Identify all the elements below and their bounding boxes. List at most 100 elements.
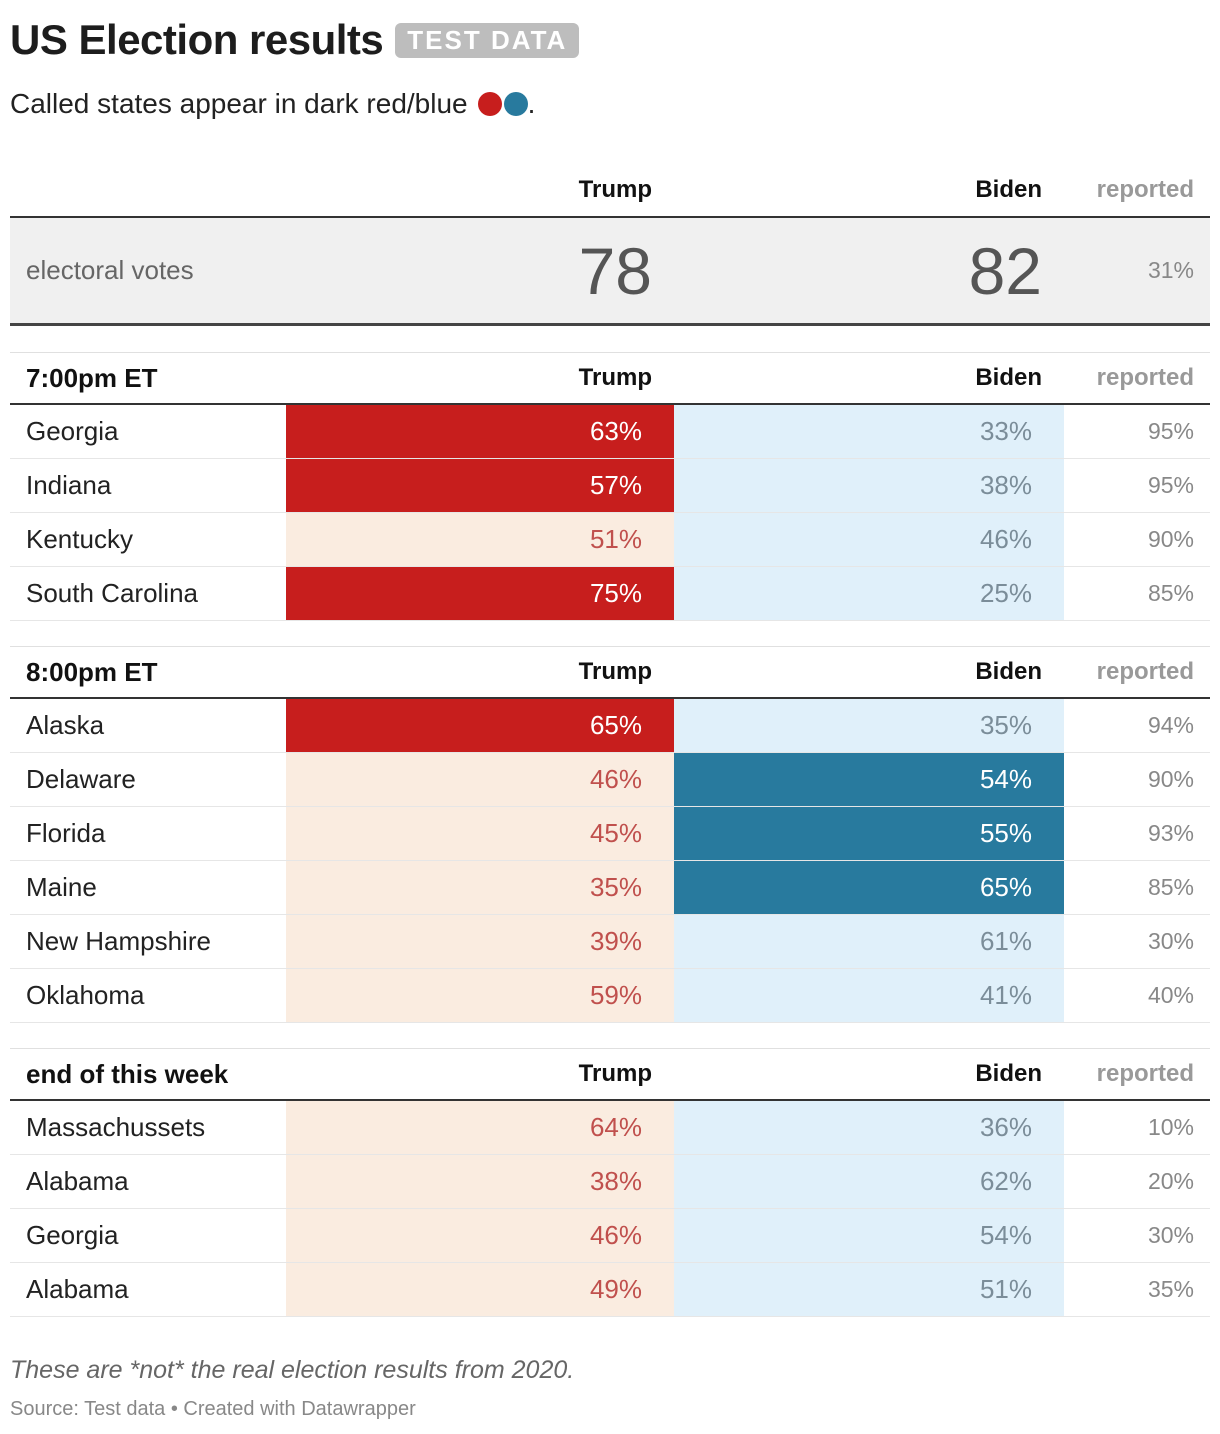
- table-row: Maine 35% 65% 85%: [10, 861, 1210, 915]
- reported-cell: 40%: [1147, 982, 1194, 1008]
- biden-share-cell: 46%: [674, 513, 1064, 566]
- group-label: 7:00pm ET: [26, 362, 158, 393]
- table-row: Massachussets 64% 36% 10%: [10, 1101, 1210, 1155]
- blue-dot-icon: [503, 92, 528, 116]
- col-header-biden: Biden: [975, 658, 1042, 685]
- state-name: Massachussets: [26, 1112, 206, 1142]
- trump-share-cell: 51%: [286, 513, 674, 566]
- state-name: Indiana: [26, 470, 112, 500]
- state-name: Georgia: [26, 416, 119, 446]
- group-label: end of this week: [26, 1058, 229, 1089]
- biden-share-cell: 36%: [674, 1101, 1064, 1154]
- reported-cell: 20%: [1147, 1168, 1194, 1194]
- electoral-trump: 78: [578, 233, 652, 308]
- biden-share-cell: 54%: [674, 753, 1064, 806]
- table-row: Kentucky 51% 46% 90%: [10, 513, 1210, 567]
- reported-cell: 30%: [1147, 1222, 1194, 1248]
- group-label: 8:00pm ET: [26, 656, 158, 687]
- electoral-votes-table: Trump Biden reported electoral votes 78 …: [10, 164, 1210, 326]
- group-header-row: 8:00pm ET Trump Biden reported: [10, 647, 1210, 699]
- test-data-badge: TEST DATA: [395, 22, 580, 58]
- trump-share-cell: 75%: [286, 567, 674, 620]
- trump-share-cell: 46%: [286, 753, 674, 806]
- col-header-biden: Biden: [975, 176, 1042, 203]
- results-group-table: 8:00pm ET Trump Biden reported Alaska 65% 35% 9…: [10, 646, 1210, 1023]
- biden-share-cell: 35%: [674, 699, 1064, 752]
- col-header-reported: reported: [1096, 658, 1194, 685]
- table-row: Georgia 63% 33% 95%: [10, 405, 1210, 459]
- trump-share-cell: 38%: [286, 1155, 674, 1208]
- col-header-trump: Trump: [578, 364, 652, 391]
- trump-share-cell: 63%: [286, 405, 674, 458]
- reported-cell: 94%: [1147, 712, 1194, 738]
- table-row: Delaware 46% 54% 90%: [10, 753, 1210, 807]
- reported-cell: 90%: [1147, 526, 1194, 552]
- col-header-trump: Trump: [578, 176, 652, 203]
- col-header-biden: Biden: [975, 1060, 1042, 1087]
- trump-share-cell: 35%: [286, 861, 674, 914]
- biden-share-cell: 61%: [674, 915, 1064, 968]
- col-header-trump: Trump: [578, 658, 652, 685]
- table-row: Alabama 49% 51% 35%: [10, 1263, 1210, 1317]
- electoral-reported: 31%: [1147, 257, 1194, 283]
- biden-share-cell: 38%: [674, 459, 1064, 512]
- table-row: Indiana 57% 38% 95%: [10, 459, 1210, 513]
- chart-title: US Election results: [10, 16, 384, 63]
- trump-share-cell: 65%: [286, 699, 674, 752]
- trump-share-cell: 64%: [286, 1101, 674, 1154]
- reported-cell: 90%: [1147, 766, 1194, 792]
- chart-subtitle: Called states appear in dark red/blue .: [10, 88, 535, 120]
- reported-cell: 10%: [1147, 1114, 1194, 1140]
- chart-title-block: US Election results TEST DATA: [10, 14, 580, 66]
- state-name: Alaska: [26, 710, 105, 740]
- state-name: Kentucky: [26, 524, 133, 554]
- trump-share-cell: 49%: [286, 1263, 674, 1316]
- state-name: Maine: [26, 872, 97, 902]
- red-dot-icon: [477, 92, 502, 116]
- biden-share-cell: 33%: [674, 405, 1064, 458]
- col-header-reported: reported: [1096, 364, 1194, 391]
- state-name: Delaware: [26, 764, 136, 794]
- biden-share-cell: 62%: [674, 1155, 1064, 1208]
- state-name: Oklahoma: [26, 980, 145, 1010]
- biden-share-cell: 41%: [674, 969, 1064, 1022]
- reported-cell: 85%: [1147, 580, 1194, 606]
- col-header-biden: Biden: [975, 364, 1042, 391]
- trump-share-cell: 57%: [286, 459, 674, 512]
- trump-share-cell: 46%: [286, 1209, 674, 1262]
- biden-share-cell: 51%: [674, 1263, 1064, 1316]
- electoral-label: electoral votes: [26, 255, 194, 285]
- subtitle-text: Called states appear in dark red/blue: [10, 88, 468, 119]
- state-name: New Hampshire: [26, 926, 211, 956]
- results-group-table: 7:00pm ET Trump Biden reported Georgia 63% 33%…: [10, 352, 1210, 621]
- electoral-biden: 82: [968, 233, 1042, 308]
- electoral-header-row: Trump Biden reported: [10, 164, 1210, 218]
- electoral-votes-row: electoral votes 78 82 31%: [10, 218, 1210, 326]
- state-name: Florida: [26, 818, 106, 848]
- biden-share-cell: 54%: [674, 1209, 1064, 1262]
- subtitle-period: .: [527, 88, 536, 119]
- reported-cell: 30%: [1147, 928, 1194, 954]
- chart-notes: These are *not* the real election result…: [10, 1356, 575, 1384]
- state-name: Georgia: [26, 1220, 119, 1250]
- table-row: Florida 45% 55% 93%: [10, 807, 1210, 861]
- reported-cell: 95%: [1147, 472, 1194, 498]
- table-row: Georgia 46% 54% 30%: [10, 1209, 1210, 1263]
- table-row: South Carolina 75% 25% 85%: [10, 567, 1210, 621]
- trump-share-cell: 59%: [286, 969, 674, 1022]
- biden-share-cell: 25%: [674, 567, 1064, 620]
- table-row: Alabama 38% 62% 20%: [10, 1155, 1210, 1209]
- table-row: Alaska 65% 35% 94%: [10, 699, 1210, 753]
- group-header-row: 7:00pm ET Trump Biden reported: [10, 353, 1210, 405]
- state-name: Alabama: [26, 1274, 129, 1304]
- results-group-table: end of this week Trump Biden reported Massac…: [10, 1048, 1210, 1317]
- biden-share-cell: 55%: [674, 807, 1064, 860]
- table-row: New Hampshire 39% 61% 30%: [10, 915, 1210, 969]
- table-row: Oklahoma 59% 41% 40%: [10, 969, 1210, 1023]
- chart-source: Source: Test data • Created with Datawra…: [10, 1398, 416, 1420]
- reported-cell: 93%: [1147, 820, 1194, 846]
- group-header-row: end of this week Trump Biden reported: [10, 1049, 1210, 1101]
- reported-cell: 95%: [1147, 418, 1194, 444]
- col-header-reported: reported: [1096, 176, 1194, 203]
- state-name: Alabama: [26, 1166, 129, 1196]
